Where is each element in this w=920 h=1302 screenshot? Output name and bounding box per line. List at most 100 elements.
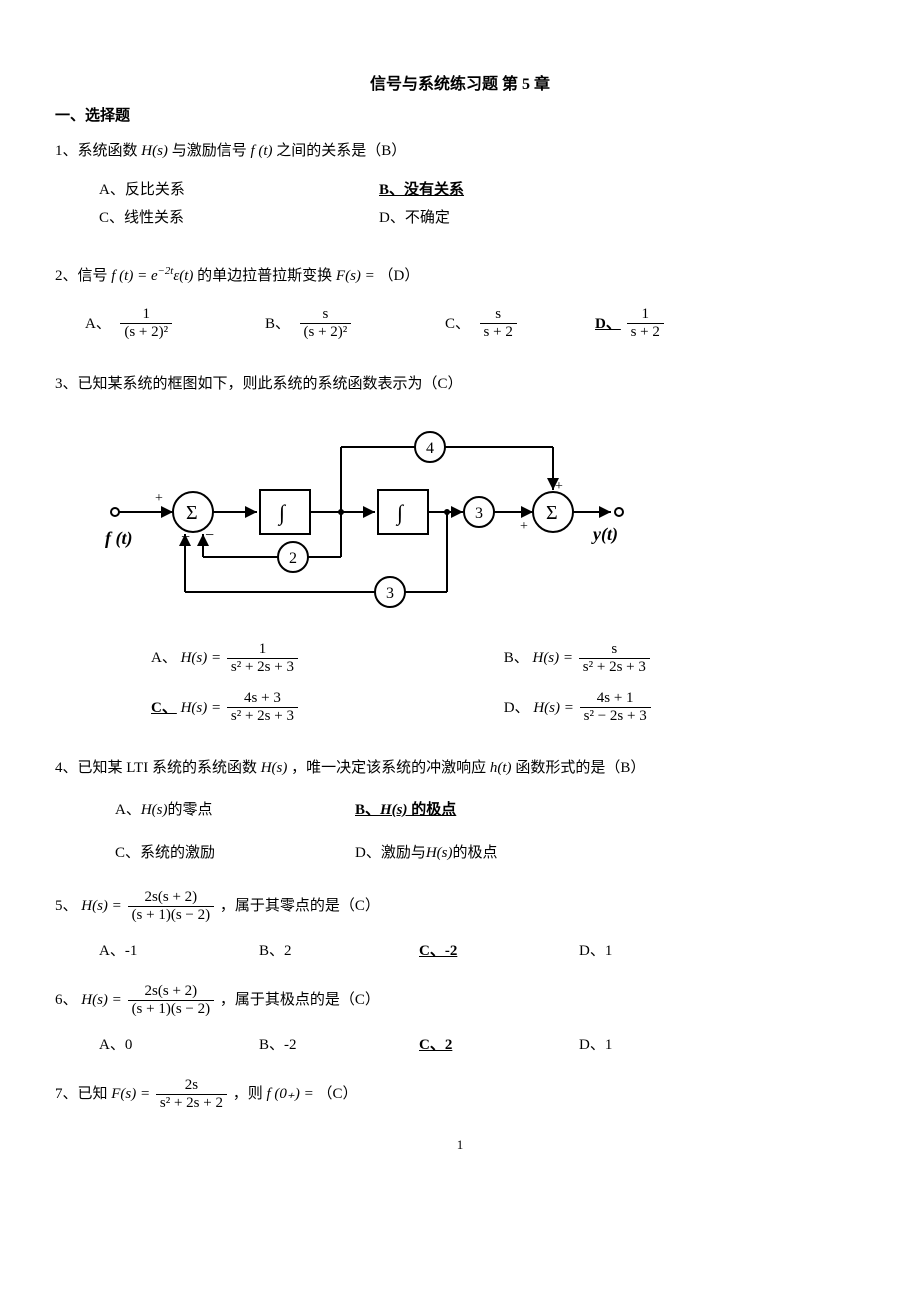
q5-opt-d: D、1 (579, 937, 689, 966)
q6-opt-c: C、2 (419, 1031, 579, 1060)
diagram-minus-2: − (205, 527, 214, 544)
q4-a-post: 的零点 (168, 796, 213, 825)
q2-d-num: 1 (627, 306, 664, 324)
q3-stem: 3、已知某系统的框图如下，则此系统的系统函数表示为（C） (55, 370, 865, 399)
q5-c-text: C、-2 (419, 937, 457, 966)
diagram-gain-3b: 3 (386, 585, 394, 602)
q4-hs: H(s) (261, 760, 288, 776)
q3-b-num: s (579, 641, 650, 659)
q5-opt-a: A、-1 (99, 937, 259, 966)
q6-label: 6、 (55, 992, 78, 1008)
q1-opt-b-text: B、没有关系 (379, 176, 464, 205)
question-7: 7、已知 F(s) = 2ss² + 2s + 2 ，则 f (0₊) = （C… (55, 1077, 865, 1113)
page-number: 1 (55, 1137, 865, 1153)
q3-b-label: B、 (504, 644, 529, 673)
q1-stem-mid: 与激励信号 (172, 143, 251, 159)
q4-opt-a: A、H(s) 的零点 (115, 796, 355, 825)
block-diagram: f (t) + Σ − − ∫ ∫ 3 + (95, 412, 865, 623)
q2-c-den: s + 2 (480, 324, 517, 341)
q2-b-den: (s + 2)² (300, 324, 352, 341)
page-title: 信号与系统练习题 第 5 章 (55, 70, 865, 94)
q7-mid: ，则 (233, 1086, 267, 1102)
question-3: 3、已知某系统的框图如下，则此系统的系统函数表示为（C） f (t) + Σ −… (55, 370, 865, 726)
q2-d-den: s + 2 (627, 324, 664, 341)
question-6: 6、 H(s) = 2s(s + 2)(s + 1)(s − 2) ，属于其极点… (55, 983, 865, 1059)
q2-opt-c: C、 ss + 2 (445, 306, 595, 342)
q1-stem-post: 之间的关系是（B） (276, 143, 406, 159)
q7-den: s² + 2s + 2 (156, 1095, 227, 1112)
diagram-sigma-1: Σ (186, 502, 198, 524)
q5-hs: H(s) = (81, 898, 122, 914)
q7-f0: f (0₊) = (267, 1086, 314, 1102)
q3-d-label: D、 (504, 694, 530, 723)
q4-opt-d: D、激励与 H(s) 的极点 (355, 839, 535, 868)
diagram-int-2: ∫ (395, 500, 405, 526)
q4-a-hs: H(s) (141, 796, 168, 825)
q6-opt-b: B、-2 (259, 1031, 419, 1060)
q2-mid: 的单边拉普拉斯变换 (197, 268, 336, 284)
q2-post: （D） (379, 268, 420, 284)
q4-d-hs: H(s) (426, 839, 453, 868)
q1-opt-b: B、没有关系 (379, 176, 659, 205)
diagram-plus-lower: + (520, 519, 528, 534)
q2-ft-base: f (t) = e (111, 268, 157, 284)
q1-opt-d: D、不确定 (379, 204, 659, 233)
q2-fs: F(s) = (336, 268, 375, 284)
q2-a-label: A、 (85, 310, 111, 339)
q2-c-label: C、 (445, 310, 470, 339)
q4-d-post: 的极点 (453, 839, 498, 868)
q2-opt-b: B、 s(s + 2)² (265, 306, 445, 342)
q7-post: （C） (317, 1086, 357, 1102)
q2-b-label: B、 (265, 310, 290, 339)
q2-ft: f (t) = e−2tε(t) (111, 268, 193, 284)
q3-a-num: 1 (227, 641, 298, 659)
q1-ft: f (t) (250, 143, 272, 159)
q3-c-num: 4s + 3 (227, 690, 298, 708)
q4-opt-b: B、H(s) 的极点 (355, 796, 535, 825)
q3-a-hs: H(s) = (181, 644, 222, 673)
q3-d-hs: H(s) = (533, 694, 574, 723)
question-1: 1、系统函数 H(s) 与激励信号 f (t) 之间的关系是（B） A、反比关系… (55, 137, 865, 233)
question-5: 5、 H(s) = 2s(s + 2)(s + 1)(s − 2) ，属于其零点… (55, 889, 865, 965)
q3-b-hs: H(s) = (532, 644, 573, 673)
q4-ht: h(t) (490, 760, 512, 776)
q5-num: 2s(s + 2) (128, 889, 215, 907)
q4-b-post: 的极点 (408, 802, 457, 818)
q2-eps: ε(t) (173, 268, 193, 284)
q6-num: 2s(s + 2) (128, 983, 215, 1001)
diagram-svg: f (t) + Σ − − ∫ ∫ 3 + (95, 412, 635, 612)
q6-opt-a: A、0 (99, 1031, 259, 1060)
diagram-plus-in: + (155, 491, 163, 506)
q2-opt-d: D、 1s + 2 (595, 306, 745, 342)
q3-a-den: s² + 2s + 3 (227, 659, 298, 676)
q3-opt-c: C、 H(s) = 4s + 3s² + 2s + 3 (151, 690, 504, 726)
diagram-gain-2: 2 (289, 550, 297, 567)
q5-den: (s + 1)(s − 2) (128, 907, 215, 924)
diagram-int-1: ∫ (277, 500, 287, 526)
diagram-sigma-2: Σ (546, 502, 558, 524)
q7-fs: F(s) = (111, 1086, 150, 1102)
q3-c-label: C、 (151, 694, 177, 723)
q2-a-num: 1 (120, 306, 172, 324)
q2-a-den: (s + 2)² (120, 324, 172, 341)
diagram-gain-3a: 3 (475, 505, 483, 522)
q2-b-num: s (300, 306, 352, 324)
diagram-yt: y(t) (591, 524, 618, 545)
q3-d-num: 4s + 1 (580, 690, 651, 708)
q5-opt-b: B、2 (259, 937, 419, 966)
q4-b-hs: H(s) (380, 802, 408, 818)
q6-opt-d: D、1 (579, 1031, 689, 1060)
q2-pre: 2、信号 (55, 268, 111, 284)
q3-opt-d: D、 H(s) = 4s + 1s² − 2s + 3 (504, 690, 857, 726)
q4-d-pre: D、激励与 (355, 839, 426, 868)
q1-opt-a: A、反比关系 (99, 176, 379, 205)
q4-opt-c: C、系统的激励 (115, 839, 355, 868)
q1-stem-pre: 1、系统函数 (55, 143, 141, 159)
diagram-plus-upper: + (555, 479, 563, 494)
q3-c-hs: H(s) = (181, 694, 222, 723)
question-2: 2、信号 f (t) = e−2tε(t) 的单边拉普拉斯变换 F(s) = （… (55, 261, 865, 342)
q2-c-num: s (480, 306, 517, 324)
q2-exp: −2t (158, 265, 174, 277)
q4-post: 函数形式的是（B） (515, 760, 645, 776)
q2-opt-a: A、 1(s + 2)² (85, 306, 265, 342)
